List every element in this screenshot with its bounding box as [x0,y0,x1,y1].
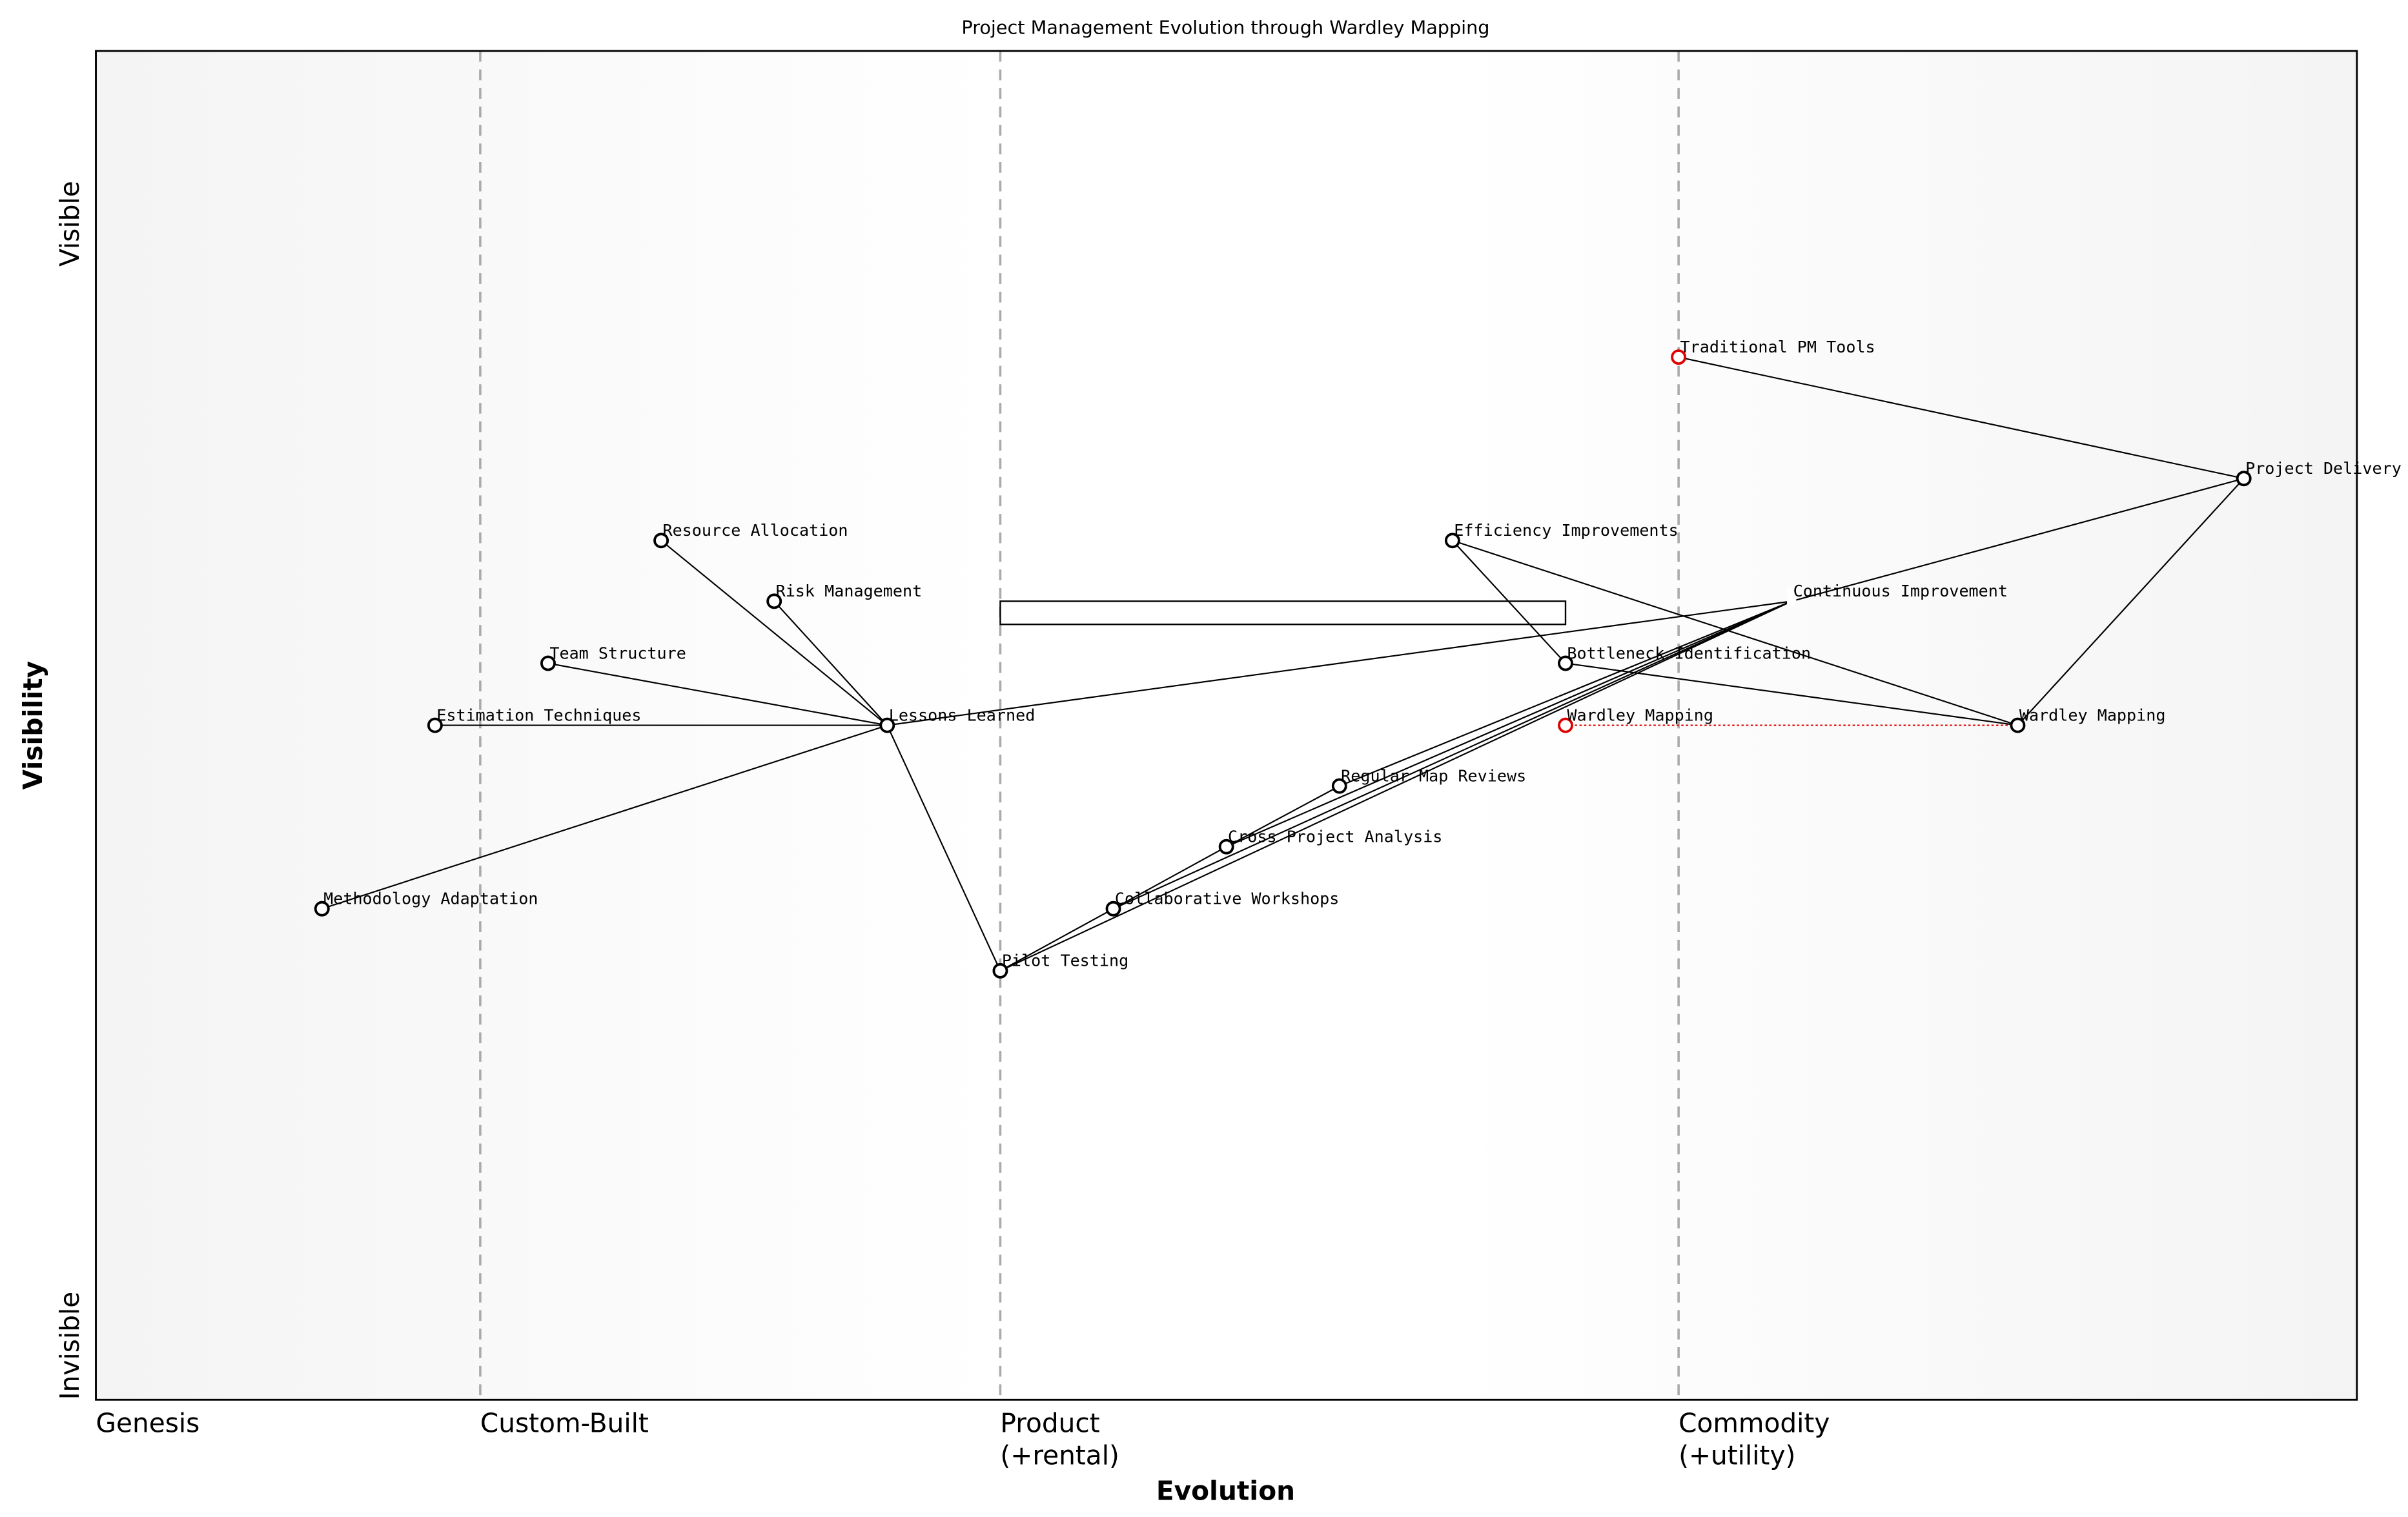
dependency-link [887,600,1792,726]
dependency-link [1791,478,2244,602]
stage-label: Product (+rental) [1000,1408,1119,1471]
component-label: Cross Project Analysis [1228,827,1442,846]
component-marker[interactable] [1671,349,1687,365]
component-label: Methodology Adaptation [323,890,538,908]
dependency-link [886,725,1001,972]
component-label: Collaborative Workshops [1115,890,1339,908]
dependency-link [1678,356,2244,480]
component-marker[interactable] [427,717,443,733]
component-label: Project Delivery [2245,459,2402,478]
stage-label: Custom-Built [480,1408,649,1439]
component-ra[interactable]: Resource Allocation [653,521,848,549]
dependency-link [2017,478,2245,726]
component-rmr[interactable]: Regular Map Reviews [1331,766,1526,794]
component-pd[interactable]: Project Delivery [2236,459,2402,487]
component-marker[interactable] [1218,839,1234,855]
component-marker[interactable] [1331,778,1347,794]
component-cw[interactable]: Collaborative Workshops [1105,890,1340,917]
component-marker-mask [1787,587,1797,606]
component-label: Lessons Learned [889,706,1036,724]
component-tpm[interactable]: Traditional PM Tools [1671,338,1875,365]
dependency-link [1452,540,1566,664]
component-label: Pilot Testing [1002,952,1128,970]
component-marker[interactable] [992,962,1008,979]
dependency-link [1452,540,2018,726]
component-bi[interactable]: Bottleneck Identification [1558,644,1811,671]
y-top-label: Visible [54,181,85,267]
component-marker[interactable] [1105,901,1121,917]
component-marker[interactable] [540,655,556,671]
component-et[interactable]: Estimation Techniques [427,706,642,733]
component-marker[interactable] [2236,471,2252,487]
component-marker[interactable] [653,533,669,549]
component-label: Risk Management [776,582,923,600]
component-label: Wardley Mapping [1567,706,1713,724]
y-axis-label: Visibility [17,661,48,790]
component-pt[interactable]: Pilot Testing [992,952,1128,979]
component-marker[interactable] [2010,717,2026,733]
component-ll[interactable]: Lessons Learned [879,706,1036,733]
component-label: Estimation Techniques [436,706,641,724]
stage-label: Commodity (+utility) [1678,1408,1830,1471]
component-marker[interactable] [1444,533,1460,549]
dependency-link [999,908,1114,972]
component-ci[interactable]: Continuous Improvement [1787,582,2008,606]
component-label: Wardley Mapping [2019,706,2166,724]
component-marker[interactable] [879,717,895,733]
component-label: Traditional PM Tools [1680,338,1875,356]
component-ei[interactable]: Efficiency Improvements [1444,521,1678,549]
dependency-link [1226,600,1792,848]
pipeline-box [999,600,1567,626]
component-marker[interactable] [314,901,330,917]
component-marker[interactable] [1558,655,1573,671]
component-label: Regular Map Reviews [1341,766,1526,785]
component-label: Efficiency Improvements [1454,521,1678,540]
chart-title: Project Management Evolution through War… [961,17,1489,39]
component-wm[interactable]: Wardley Mapping [2010,706,2166,733]
dependency-link [1113,846,1227,910]
dependency-link [773,600,888,726]
component-cpa[interactable]: Cross Project Analysis [1218,827,1443,855]
dependency-link [1226,785,1340,848]
component-label: Team Structure [549,644,686,662]
dependency-link [660,540,888,726]
component-marker[interactable] [766,593,782,609]
dependency-link [321,724,888,910]
plot-frame [95,50,2358,1401]
dependency-link [547,662,888,726]
component-marker[interactable] [1558,717,1573,733]
component-ma[interactable]: Methodology Adaptation [314,890,538,917]
component-label: Bottleneck Identification [1567,644,1811,662]
component-wm0[interactable]: Wardley Mapping [1558,706,1713,733]
component-label: Resource Allocation [662,521,848,540]
dependency-link [1339,600,1792,787]
dependency-link [1113,600,1792,910]
y-bottom-label: Invisible [54,1292,85,1400]
stage-label: Genesis [96,1408,200,1439]
component-ts[interactable]: Team Structure [540,644,686,671]
component-label: Continuous Improvement [1793,582,2008,600]
dependency-link [1565,662,2018,726]
x-axis-label: Evolution [1156,1476,1295,1507]
component-rm[interactable]: Risk Management [766,582,923,609]
dependency-link [999,600,1792,972]
